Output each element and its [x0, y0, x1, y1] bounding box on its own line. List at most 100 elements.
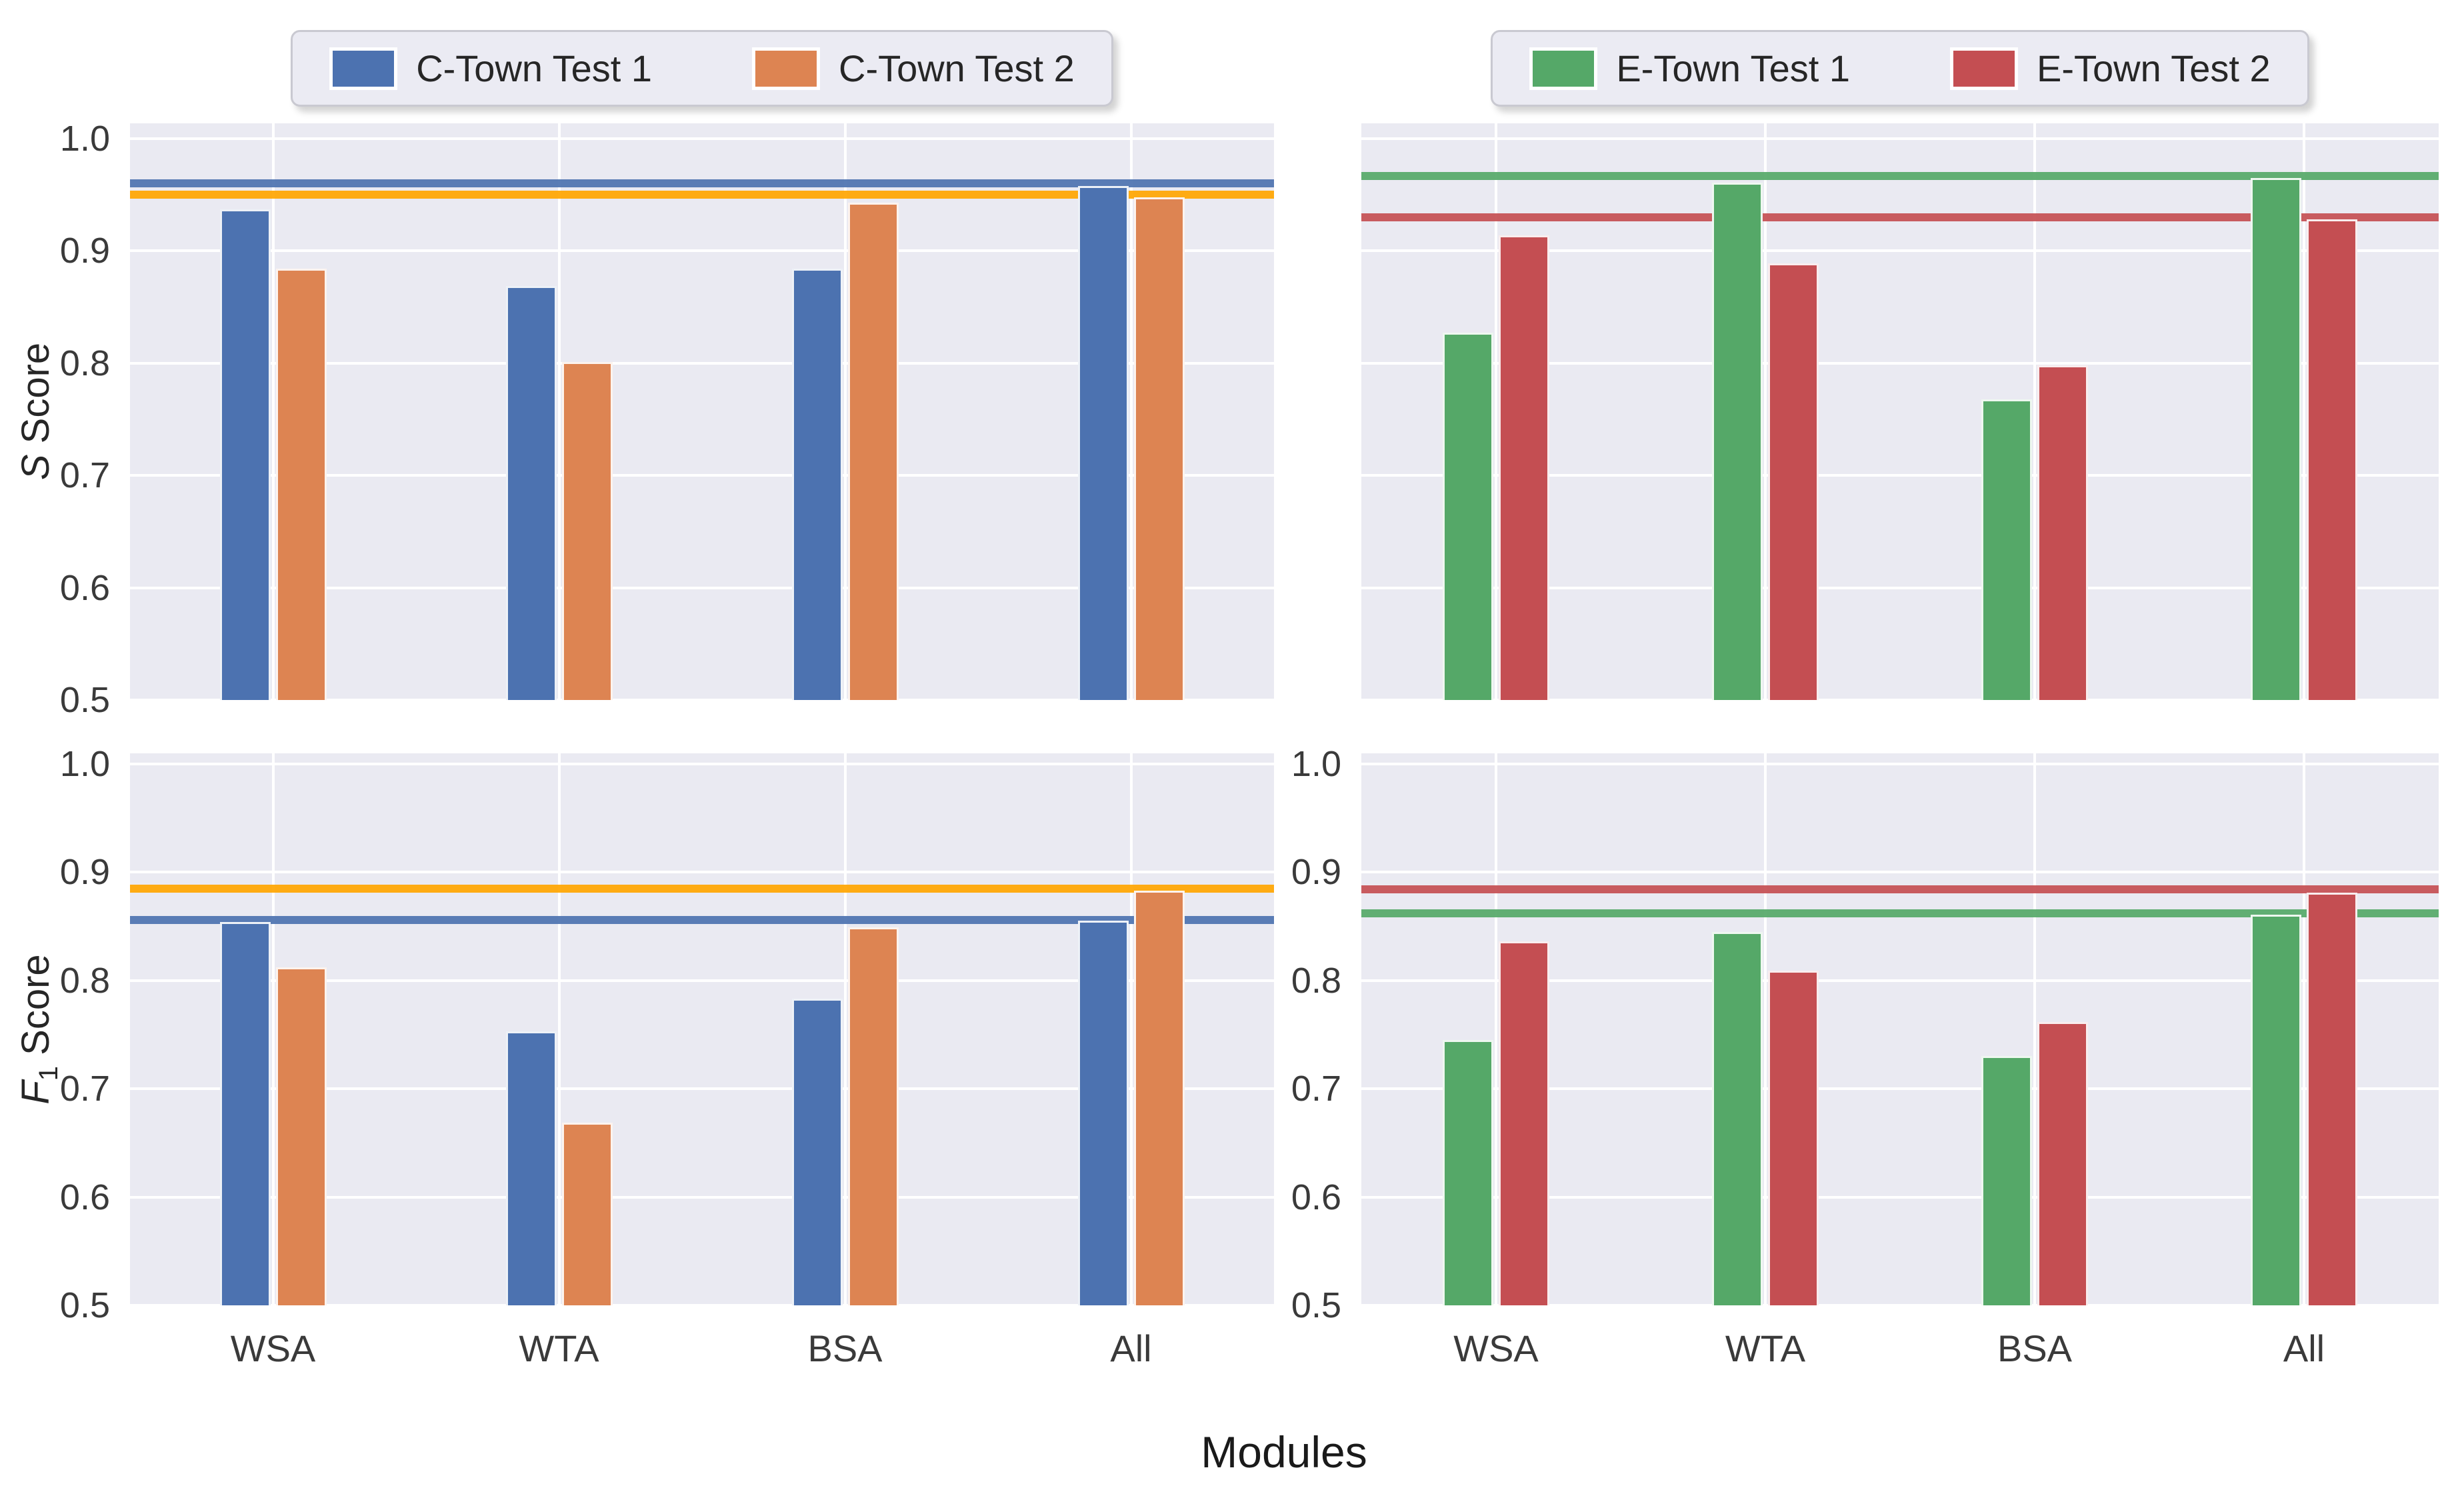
xtick-label-bsa: BSA: [807, 1327, 883, 1369]
bar-c-town-test-1-bsa: [791, 269, 843, 700]
gridline-x-wsa: [1495, 753, 1497, 1305]
bar-c-town-test-1-all: [1077, 921, 1129, 1305]
ytick-label-0.7: 0.7: [1291, 1069, 1341, 1109]
gridline-y-0.9: [130, 871, 1274, 874]
bar-c-town-test-1-wta: [505, 285, 557, 700]
bar-e-town-test-2-all: [2307, 219, 2357, 700]
subplot-s-score-ctown: [130, 123, 1274, 700]
bar-c-town-test-2-bsa: [847, 927, 899, 1305]
bar-e-town-test-2-wta: [1768, 263, 1819, 700]
bar-e-town-test-2-wsa: [1499, 941, 1549, 1305]
bar-c-town-test-2-wta: [561, 362, 613, 700]
gridline-x-wsa: [271, 123, 275, 700]
gridline-y-0.7: [130, 474, 1274, 477]
ytick-label-0.5: 0.5: [59, 680, 110, 721]
bar-c-town-test-1-wsa: [219, 922, 271, 1305]
ytick-label-0.6: 0.6: [1291, 1177, 1341, 1217]
legend-etown: E-Town Test 1 E-Town Test 2: [1361, 30, 2439, 107]
bar-c-town-test-2-wsa: [275, 967, 327, 1305]
bar-e-town-test-2-all: [2307, 893, 2357, 1305]
gridline-x-wta: [1764, 123, 1767, 700]
gridline-y-1.0: [1361, 762, 2439, 765]
subplot-f1-score-etown: [1361, 753, 2439, 1305]
gridline-y-0.9: [130, 249, 1274, 253]
xtick-label-bsa: BSA: [1997, 1327, 2073, 1369]
gridline-x-wta: [557, 753, 561, 1305]
legend-label: E-Town Test 2: [2037, 47, 2271, 89]
bar-e-town-test-1-wta: [1712, 931, 1763, 1305]
xtick-label-all: All: [1110, 1327, 1152, 1369]
ytick-label-0.6: 0.6: [59, 567, 110, 608]
legend-swatch-icon: [1950, 47, 2018, 90]
ytick-label-1.0: 1.0: [59, 743, 110, 784]
bar-c-town-test-2-wta: [561, 1122, 613, 1305]
ytick-label-0.9: 0.9: [59, 852, 110, 893]
legend-box-c-town-legend: C-Town Test 1 C-Town Test 2: [291, 30, 1113, 107]
legend-item-c-town-test-2: C-Town Test 2: [752, 47, 1075, 90]
legend-item-e-town-test-1: E-Town Test 1: [1529, 47, 1850, 90]
avg-line-c-town-test-2-average: [130, 884, 1274, 893]
avg-line-c-town-test-1-average: [130, 915, 1274, 924]
xtick-label-wta: WTA: [519, 1327, 599, 1369]
gridline-x-all: [2303, 753, 2305, 1305]
ytick-label-0.8: 0.8: [59, 343, 110, 383]
bar-c-town-test-1-wsa: [219, 209, 271, 700]
gridline-x-all: [1129, 753, 1133, 1305]
avg-line-c-town-test-2-average: [130, 191, 1274, 199]
legend-swatch-icon: [1529, 47, 1598, 90]
ytick-label-0.6: 0.6: [59, 1177, 110, 1217]
gridline-y-0.7: [1361, 474, 2439, 477]
gridline-y-0.5: [130, 1304, 1274, 1305]
gridline-x-wta: [1764, 753, 1767, 1305]
ytick-label-0.7: 0.7: [59, 1069, 110, 1109]
gridline-x-wsa: [271, 753, 275, 1305]
bar-c-town-test-2-all: [1133, 197, 1185, 700]
xtick-label-wsa: WSA: [230, 1327, 316, 1369]
gridline-y-0.7: [1361, 1087, 2439, 1091]
xtick-label-wta: WTA: [1725, 1327, 1806, 1369]
gridline-y-0.9: [1361, 249, 2439, 253]
avg-line-e-town-test-1-average: [1361, 171, 2439, 180]
bar-e-town-test-1-all: [2251, 914, 2301, 1305]
gridline-y-0.6: [1361, 586, 2439, 589]
ytick-label-0.9: 0.9: [1291, 852, 1341, 893]
legend-label: C-Town Test 2: [839, 47, 1075, 89]
gridline-x-all: [1129, 123, 1133, 700]
bar-c-town-test-2-bsa: [847, 203, 899, 700]
bar-e-town-test-1-wta: [1712, 182, 1763, 700]
legend-swatch-icon: [329, 47, 398, 90]
legend-item-e-town-test-2: E-Town Test 2: [1950, 47, 2271, 90]
gridline-x-bsa: [843, 123, 847, 700]
legend-ctown: C-Town Test 1 C-Town Test 2: [130, 30, 1274, 107]
bar-e-town-test-1-bsa: [1981, 399, 2032, 700]
legend-item-c-town-test-1: C-Town Test 1: [329, 47, 652, 90]
legend-label: E-Town Test 1: [1616, 47, 1850, 89]
xtick-label-all: All: [2283, 1327, 2325, 1369]
avg-line-e-town-test-1-average: [1361, 909, 2439, 918]
gridline-y-0.7: [130, 1087, 1274, 1091]
ytick-label-0.8: 0.8: [59, 960, 110, 1001]
xtick-label-wsa: WSA: [1453, 1327, 1539, 1369]
legend-label: C-Town Test 1: [416, 47, 652, 89]
ytick-label-0.5: 0.5: [1291, 1285, 1341, 1325]
legend-box-e-town-legend: E-Town Test 1 E-Town Test 2: [1491, 30, 2309, 107]
legend-swatch-icon: [752, 47, 820, 90]
gridline-y-1.0: [1361, 137, 2439, 140]
ytick-label-0.9: 0.9: [59, 231, 110, 271]
gridline-x-wta: [557, 123, 561, 700]
gridline-y-0.8: [1361, 979, 2439, 982]
gridline-y-0.5: [1361, 699, 2439, 700]
bar-c-town-test-2-wsa: [275, 269, 327, 700]
bar-e-town-test-1-wsa: [1443, 1040, 1493, 1305]
bar-c-town-test-1-wta: [505, 1031, 557, 1305]
gridline-x-all: [2303, 123, 2305, 700]
gridline-y-1.0: [130, 137, 1274, 140]
gridline-x-bsa: [2033, 123, 2036, 700]
gridline-x-bsa: [843, 753, 847, 1305]
bar-e-town-test-1-bsa: [1981, 1056, 2032, 1305]
avg-line-e-town-test-2-average: [1361, 885, 2439, 894]
subplot-f1-score-ctown: [130, 753, 1274, 1305]
ytick-label-0.5: 0.5: [59, 1285, 110, 1325]
gridline-y-1.0: [130, 762, 1274, 765]
bar-c-town-test-1-all: [1077, 185, 1129, 700]
